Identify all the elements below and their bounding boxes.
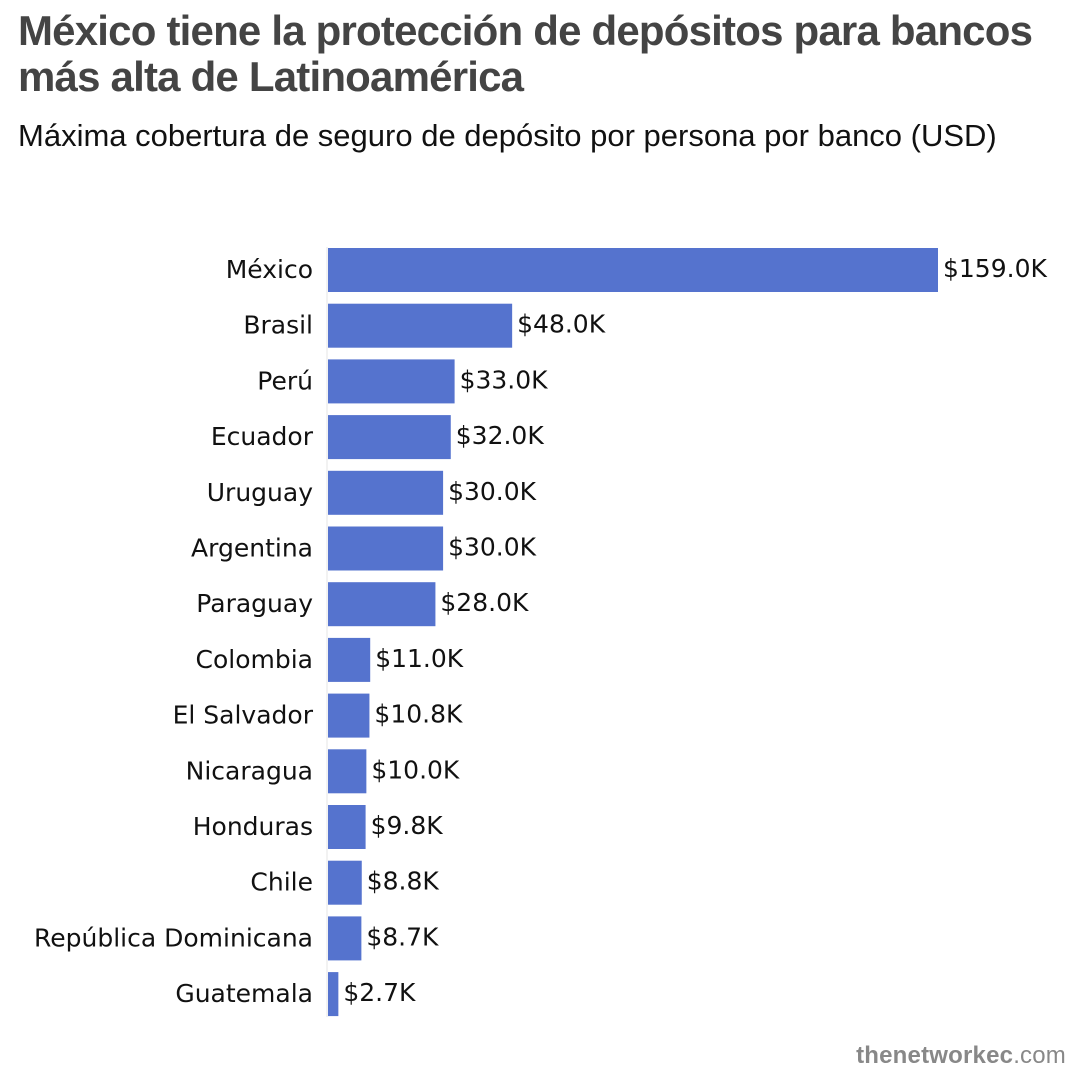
bar-group: Perú $33.0K: [257, 359, 549, 404]
value-label: $30.0K: [448, 477, 537, 506]
category-label: Brasil: [243, 311, 313, 340]
category-label: Perú: [257, 366, 313, 395]
category-label: México: [226, 255, 313, 284]
value-label: $10.8K: [374, 700, 463, 729]
bar: [328, 693, 370, 738]
value-label: $28.0K: [440, 588, 529, 617]
value-label: $48.0K: [517, 310, 606, 339]
value-label: $11.0K: [375, 644, 464, 673]
bar: [328, 415, 451, 460]
category-label: República Dominicana: [34, 923, 313, 952]
bar: [328, 582, 436, 627]
value-label: $8.7K: [366, 922, 439, 951]
bar-group: Ecuador $32.0K: [211, 415, 545, 460]
category-label: Nicaragua: [186, 756, 313, 785]
bar: [328, 916, 362, 961]
category-label: El Salvador: [173, 701, 314, 730]
bar: [328, 972, 339, 1017]
bar: [328, 749, 367, 794]
value-label: $30.0K: [448, 533, 537, 562]
value-label: $32.0K: [456, 421, 545, 450]
category-label: Ecuador: [211, 422, 314, 451]
bar-group: Chile $8.8K: [250, 860, 440, 905]
bar-group: El Salvador $10.8K: [173, 693, 463, 738]
category-label: Honduras: [193, 812, 313, 841]
value-label: $8.8K: [367, 867, 440, 896]
bar: [328, 359, 455, 404]
bar-group: República Dominicana $8.7K: [34, 916, 439, 961]
bar-group: México $159.0K: [226, 248, 1047, 292]
chart-title: México tiene la protección de depósitos …: [18, 7, 1033, 100]
category-label: Uruguay: [207, 478, 313, 507]
bar: [328, 470, 444, 515]
category-label: Argentina: [191, 534, 313, 563]
bar-group: Nicaragua $10.0K: [186, 749, 460, 794]
bar-group: Brasil $48.0K: [243, 303, 606, 348]
brand-name: thenetworkec: [856, 1042, 1014, 1069]
bar: [328, 526, 444, 571]
bar-group: Guatemala $2.7K: [175, 972, 416, 1017]
value-label: $2.7K: [343, 978, 416, 1007]
bar-group: Honduras $9.8K: [193, 805, 444, 849]
bar: [328, 637, 371, 682]
category-label: Paraguay: [196, 589, 313, 618]
brand-tld: .com: [1013, 1042, 1066, 1069]
source-watermark: thenetworkec.com: [856, 1042, 1066, 1070]
chart-subtitle: Máxima cobertura de seguro de depósito p…: [18, 118, 997, 153]
value-label: $9.8K: [371, 811, 444, 840]
bar-group: Uruguay $30.0K: [207, 470, 537, 515]
bar: [328, 248, 938, 292]
value-label: $33.0K: [460, 365, 549, 394]
bar: [328, 303, 513, 348]
category-label: Colombia: [196, 645, 313, 674]
bar-group: Colombia $11.0K: [196, 637, 464, 682]
bar-group: Paraguay $28.0K: [196, 582, 529, 627]
category-label: Guatemala: [175, 979, 313, 1008]
category-label: Chile: [250, 868, 313, 897]
bar-group: Argentina $30.0K: [191, 526, 537, 571]
bar: [328, 805, 366, 849]
bar: [328, 860, 362, 905]
value-label: $159.0K: [943, 254, 1047, 283]
value-label: $10.0K: [371, 755, 460, 784]
